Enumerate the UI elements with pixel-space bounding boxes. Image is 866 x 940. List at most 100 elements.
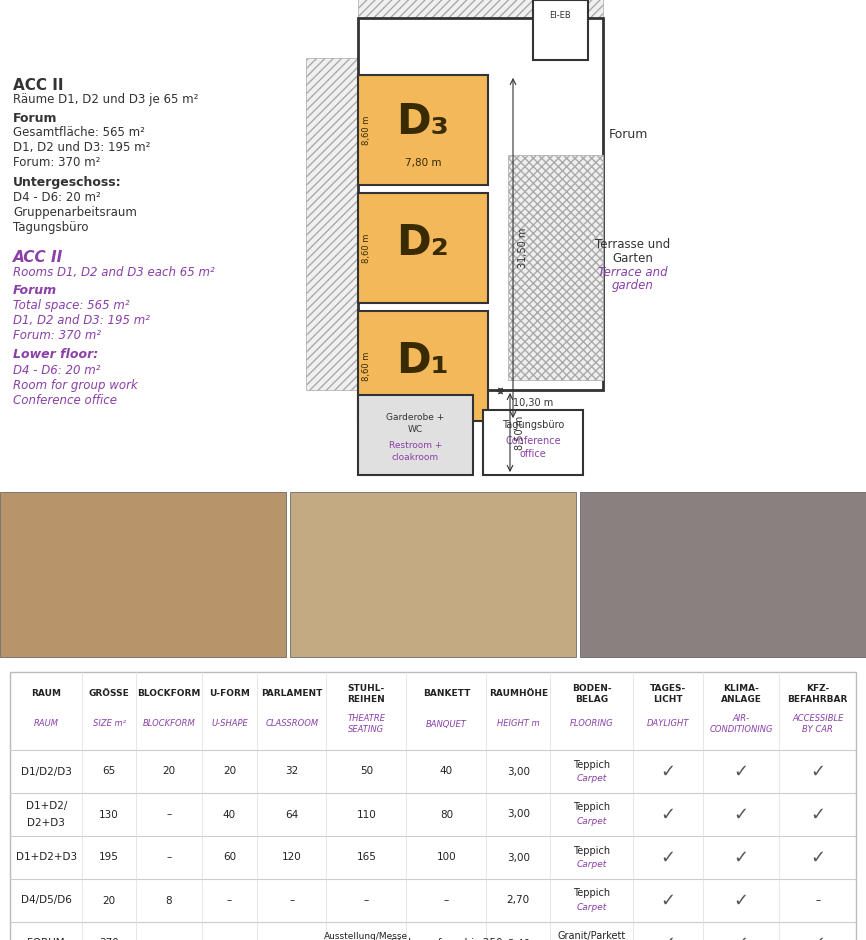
Text: 10,30 m: 10,30 m [513, 398, 553, 408]
Text: Teppich: Teppich [573, 888, 611, 899]
Bar [483, 410, 583, 475]
Text: –: – [166, 809, 171, 820]
Text: Carpet: Carpet [577, 774, 607, 783]
Text: D₃: D₃ [397, 101, 449, 143]
Text: D₁: D₁ [397, 340, 449, 382]
Bar [508, 155, 603, 380]
Text: Terrace and: Terrace and [598, 267, 668, 279]
Text: 7,80 m: 7,80 m [404, 158, 442, 168]
Text: 3,00: 3,00 [507, 766, 530, 776]
Text: Lower floor:: Lower floor: [13, 349, 98, 362]
Text: Garten: Garten [612, 252, 654, 264]
Text: ✓: ✓ [661, 934, 675, 940]
Text: RAUM: RAUM [34, 719, 59, 728]
Text: –: – [166, 853, 171, 863]
Text: 8: 8 [165, 896, 172, 905]
Text: Forum: Forum [13, 284, 57, 297]
Text: ✓: ✓ [734, 934, 748, 940]
Text: D1, D2 and D3: 195 m²: D1, D2 and D3: 195 m² [13, 314, 150, 327]
Text: D4 - D6: 20 m²: D4 - D6: 20 m² [13, 364, 100, 377]
Text: U-FORM: U-FORM [209, 690, 250, 698]
Text: 32: 32 [285, 766, 299, 776]
Text: 80: 80 [440, 809, 453, 820]
Text: 370: 370 [100, 938, 119, 940]
Text: THEATRE
SEATING: THEATRE SEATING [347, 714, 385, 734]
Text: 50: 50 [360, 766, 373, 776]
Text: Gesamtfläche: 565 m²: Gesamtfläche: 565 m² [13, 127, 145, 139]
Text: 20: 20 [162, 766, 175, 776]
Text: DAYLIGHT: DAYLIGHT [647, 719, 689, 728]
Text: D4 - D6: 20 m²: D4 - D6: 20 m² [13, 191, 100, 204]
Text: ✓: ✓ [810, 762, 825, 780]
Text: Total space: 565 m²: Total space: 565 m² [13, 299, 130, 312]
Text: Room for group work: Room for group work [13, 379, 138, 391]
Text: ✓: ✓ [734, 849, 748, 867]
Bar [358, 75, 488, 185]
Text: 8,60 m: 8,60 m [363, 116, 372, 145]
Text: FORUM: FORUM [28, 938, 65, 940]
Text: 195: 195 [99, 853, 119, 863]
Text: Gruppenarbeitsraum: Gruppenarbeitsraum [13, 206, 137, 219]
Text: Räume D1, D2 und D3 je 65 m²: Räume D1, D2 und D3 je 65 m² [13, 93, 198, 106]
Text: 60: 60 [223, 853, 236, 863]
Text: SIZE m²: SIZE m² [93, 719, 126, 728]
Text: Rooms D1, D2 and D3 each 65 m²: Rooms D1, D2 and D3 each 65 m² [13, 266, 215, 279]
Text: BLOCKFORM: BLOCKFORM [142, 719, 195, 728]
Text: Granit/Parkett: Granit/Parkett [558, 932, 626, 940]
Text: BLOCKFORM: BLOCKFORM [137, 690, 200, 698]
Text: ✓: ✓ [661, 849, 675, 867]
Text: BODEN-
BELAG: BODEN- BELAG [572, 684, 611, 704]
Text: D₂: D₂ [397, 222, 449, 264]
Text: 64: 64 [285, 809, 299, 820]
Text: 40: 40 [440, 766, 453, 776]
Text: Carpet: Carpet [577, 860, 607, 869]
Text: 8,50 m: 8,50 m [515, 415, 525, 449]
Text: CLASSROOM: CLASSROOM [265, 719, 319, 728]
Text: U-SHAPE: U-SHAPE [211, 719, 248, 728]
Text: PARLAMENT: PARLAMENT [262, 690, 322, 698]
Text: Teppich: Teppich [573, 760, 611, 770]
Text: GRÖSSE: GRÖSSE [88, 690, 129, 698]
Text: 8,60 m: 8,60 m [363, 233, 372, 262]
Text: Tagungsbüro: Tagungsbüro [13, 221, 88, 234]
Text: ✓: ✓ [734, 891, 748, 910]
Text: ✓: ✓ [661, 806, 675, 823]
Text: 40: 40 [223, 809, 236, 820]
Text: –: – [443, 896, 449, 905]
Text: 120: 120 [282, 853, 301, 863]
Text: garden: garden [612, 279, 654, 292]
Text: Ausstellung/Messe: Ausstellung/Messe [325, 932, 409, 940]
Text: 100: 100 [436, 853, 456, 863]
Text: Forum: 370 m²: Forum: 370 m² [13, 156, 100, 169]
Text: RAUMHÖHE: RAUMHÖHE [488, 690, 548, 698]
Text: ✓: ✓ [734, 762, 748, 780]
Text: Restroom +: Restroom + [389, 441, 443, 449]
Text: FLOORING: FLOORING [570, 719, 614, 728]
Text: BANKETT: BANKETT [423, 690, 470, 698]
Text: 3,00: 3,00 [507, 853, 530, 863]
Text: RAUM: RAUM [31, 690, 61, 698]
Bar [358, 193, 488, 303]
Text: STUHL-
REIHEN: STUHL- REIHEN [347, 684, 385, 704]
Text: –: – [227, 896, 232, 905]
Text: WC: WC [408, 426, 423, 434]
Text: 3,00: 3,00 [507, 809, 530, 820]
Text: ACC II: ACC II [13, 250, 63, 265]
Text: AIR-
CONDITIONING: AIR- CONDITIONING [709, 714, 772, 734]
Text: 8,60 m: 8,60 m [363, 352, 372, 381]
Text: cloakroom: cloakroom [392, 453, 439, 462]
Text: 110: 110 [357, 809, 377, 820]
Text: D1/D2/D3: D1/D2/D3 [21, 766, 72, 776]
Text: Terrasse und: Terrasse und [596, 239, 670, 252]
Text: Carpet: Carpet [577, 903, 607, 912]
Bar [358, 18, 603, 390]
Text: Teppich: Teppich [573, 803, 611, 812]
Text: Forum: Forum [13, 112, 57, 124]
Text: 130: 130 [100, 809, 119, 820]
Text: –: – [166, 938, 171, 940]
Text: TAGES-
LICHT: TAGES- LICHT [650, 684, 686, 704]
Bar [533, 0, 588, 60]
Text: Forum: Forum [608, 129, 648, 142]
Text: ✓: ✓ [810, 806, 825, 823]
Text: D1+D2/: D1+D2/ [25, 802, 67, 811]
